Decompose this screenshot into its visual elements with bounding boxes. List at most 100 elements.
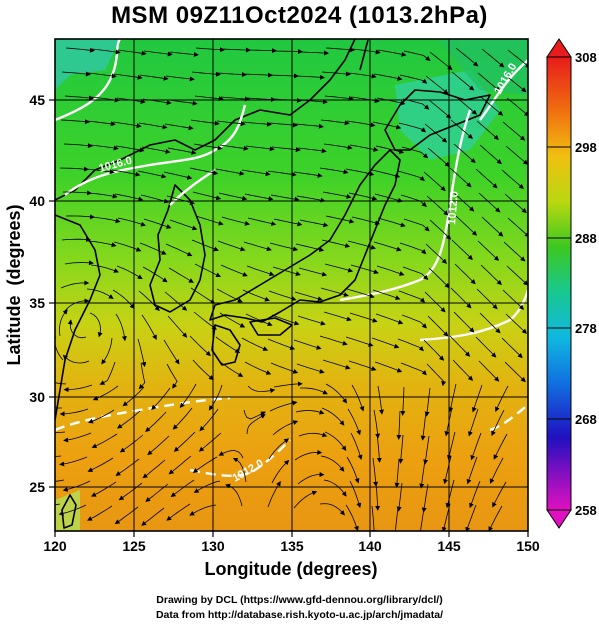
streamline — [325, 383, 348, 404]
streamline — [87, 72, 117, 79]
streamline — [268, 290, 297, 301]
streamline — [87, 505, 113, 521]
streamline — [168, 455, 192, 475]
streamline — [295, 243, 325, 252]
streamline — [377, 49, 407, 57]
streamline — [61, 237, 91, 242]
streamline — [349, 312, 378, 323]
streamline — [91, 48, 121, 55]
streamline — [55, 382, 67, 385]
streamline — [119, 434, 144, 453]
streamline — [142, 266, 168, 283]
streamline — [452, 359, 474, 381]
streamline — [372, 457, 379, 487]
streamline — [272, 420, 299, 436]
streamline — [199, 408, 219, 432]
streamline — [481, 216, 504, 237]
isobar-6 — [339, 109, 472, 302]
x-tick-125: 125 — [122, 538, 146, 554]
isobar-2 — [64, 104, 247, 196]
streamline — [296, 195, 326, 203]
streamline — [113, 241, 142, 252]
x-tick-135: 135 — [280, 538, 304, 554]
coastline-china — [55, 214, 101, 421]
streamline — [502, 289, 525, 310]
streamline — [373, 409, 381, 439]
streamline — [403, 218, 430, 232]
streamline — [64, 260, 94, 266]
streamline — [191, 239, 219, 252]
streamline — [193, 143, 223, 151]
streamline — [247, 48, 277, 54]
streamline — [179, 383, 197, 408]
streamline — [63, 432, 92, 443]
streamline — [241, 169, 271, 177]
streamline — [147, 435, 170, 456]
streamline — [450, 287, 472, 309]
streamline — [375, 313, 404, 325]
streamline — [427, 315, 449, 337]
streamline — [398, 434, 404, 464]
colorbar-label-278: 278 — [575, 321, 597, 336]
streamline — [165, 243, 193, 257]
streamline — [273, 218, 303, 227]
streamline — [242, 121, 272, 127]
streamline — [118, 482, 143, 501]
streamline — [99, 361, 116, 385]
streamline — [67, 319, 87, 339]
streamline — [91, 216, 121, 224]
streamline — [475, 336, 497, 358]
streamline — [55, 407, 62, 409]
streamline — [141, 507, 165, 526]
y-tick-40: 40 — [29, 193, 45, 209]
streamline — [506, 97, 528, 117]
streamline — [112, 121, 142, 129]
streamline — [298, 432, 328, 438]
coastlines — [55, 39, 491, 529]
streamline — [495, 385, 509, 413]
streamline — [323, 311, 352, 322]
streamline — [492, 481, 507, 508]
streamline — [65, 214, 95, 220]
x-tick-145: 145 — [437, 538, 461, 554]
streamline — [293, 339, 322, 350]
streamline — [217, 240, 246, 252]
streamline — [218, 450, 244, 459]
streamline — [194, 95, 224, 102]
streamline — [115, 458, 140, 476]
streamline — [299, 50, 329, 56]
streamline — [190, 119, 220, 126]
streamline — [476, 288, 498, 310]
streamline — [321, 239, 351, 248]
streamline — [247, 385, 276, 394]
streamline — [293, 490, 318, 509]
streamline — [345, 168, 375, 177]
streamline — [322, 359, 351, 370]
coastline-continent — [55, 39, 356, 201]
streamline — [117, 217, 146, 227]
coastline-honshu — [209, 149, 401, 323]
streamline — [347, 240, 376, 250]
streamline — [399, 242, 427, 255]
cool-patch-northwest — [55, 39, 120, 90]
streamline — [166, 195, 195, 205]
streamline — [374, 361, 403, 373]
streamline — [321, 71, 351, 77]
streamline — [297, 472, 325, 485]
streamline — [424, 387, 431, 417]
streamline — [349, 144, 379, 152]
streamline — [193, 311, 217, 330]
streamline — [376, 97, 406, 106]
streamline — [173, 431, 196, 452]
streamline — [192, 359, 214, 381]
streamline — [455, 215, 478, 236]
streamline — [426, 363, 447, 387]
coastline-taiwan — [61, 494, 77, 529]
streamline — [215, 336, 241, 354]
streamline — [320, 119, 350, 126]
streamline — [55, 431, 66, 433]
streamline — [429, 51, 453, 71]
streamline — [167, 147, 197, 155]
coastline-hokkaido — [384, 89, 491, 151]
streamline — [221, 47, 251, 53]
